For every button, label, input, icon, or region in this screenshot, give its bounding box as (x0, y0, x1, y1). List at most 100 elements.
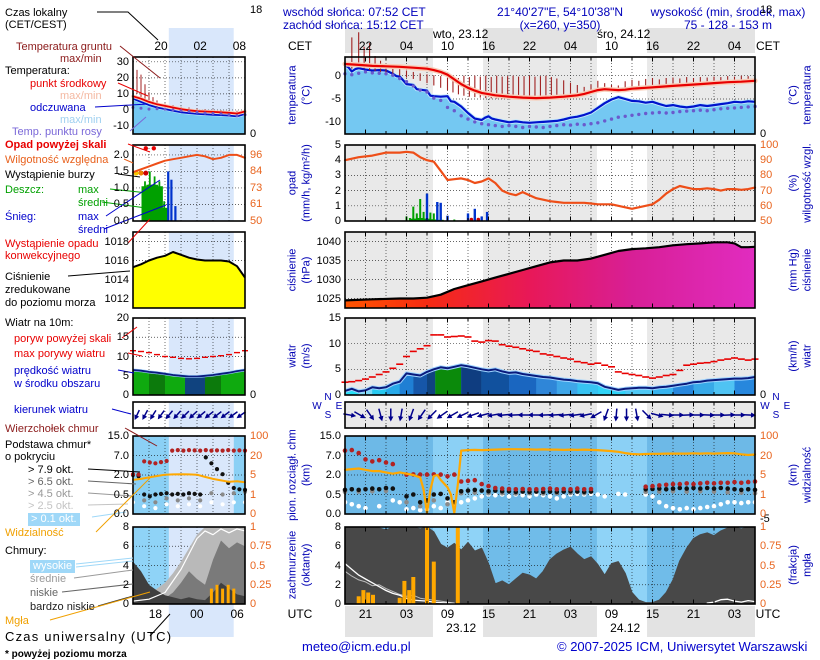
tick-temp-main-right: 0 (760, 128, 767, 140)
tick-wiatr-main-right: 18 (760, 4, 773, 16)
legend-temperature: Temperatura: (5, 65, 70, 77)
tick-wiatr-mini-right: 18 (250, 4, 263, 16)
legend-ground-temp-range: max/min (60, 53, 102, 65)
axis-title: ciśnienie (801, 248, 814, 292)
tick-temp-main-left: 0 (334, 69, 341, 82)
tick-podstawa-main-left: 7.0 (325, 449, 341, 462)
legend-clouds-mid: średnie (30, 573, 67, 585)
tick-opad-mini-right: 73 (250, 181, 263, 194)
tick-podstawa-main-left: 0.0 (325, 508, 341, 520)
axis-title: wilgotność wzgl. (801, 143, 814, 223)
axis-title: temperatura (801, 65, 814, 125)
cet-tick: 10 (440, 39, 455, 53)
tick-zachmurzenie-mini-right: 0.25 (250, 578, 272, 591)
tick-temp-mini-left: 20 (116, 71, 129, 84)
tick-wiatr-mini-right: 0 (250, 389, 257, 401)
tick-temp-mini-right: 0 (250, 128, 257, 140)
tick-podstawa-main-right: 1 (760, 488, 767, 501)
legend-wind-speed-1: prędkość wiatru (14, 365, 92, 377)
compass-s: S (772, 410, 780, 421)
axis-title: (hPa) (300, 256, 313, 284)
mini-utc-tick: 00 (190, 607, 204, 621)
legend-temp-range: max/min (60, 90, 102, 102)
axis-title: ciśnienie (286, 248, 299, 292)
axis-title: mgła (801, 553, 814, 577)
compass-e: E (783, 401, 791, 412)
legend-precip-above-scale: Opad powyżej skali (5, 139, 107, 151)
legend-snow: Śnieg: (5, 211, 37, 223)
legend-rain-avg: średni (78, 197, 108, 209)
legend-visibility: Widzialność (5, 527, 64, 539)
cet-label-left: CET (288, 39, 312, 53)
tick-opad-main-right: 50 (760, 215, 773, 227)
compass-s: S (324, 410, 332, 421)
date-label: 23.12 (446, 621, 477, 635)
contact-email-link[interactable]: meteo@icm.edu.pl (302, 639, 411, 654)
tick-zachmurzenie-mini-right: 1 (250, 521, 257, 533)
grid-xy: (x=260, y=350) (519, 18, 601, 32)
tick-podstawa-mini-right: 100 (250, 430, 269, 442)
tick-opad-main-left: 3 (334, 169, 341, 182)
legend-local-time-zone: (CET/CEST) (5, 19, 67, 31)
legend-rain: Deszcz: (5, 184, 45, 196)
tick-podstawa-main-right: 20 (760, 449, 773, 462)
mini-cet-tick: 02 (193, 39, 207, 53)
day-label: wto, 23.12 (432, 27, 489, 41)
axis-title: (km) (300, 464, 313, 486)
tick-podstawa-mini-left: 0.5 (113, 488, 129, 501)
tick-opad-main-right: 80 (760, 169, 773, 182)
legend-temp-mid: punkt środkowy (30, 78, 107, 90)
tick-podstawa-main-left: 2.0 (325, 469, 341, 481)
tick-podstawa-mini-left: 2.0 (113, 469, 129, 481)
tick-cisnienie-main-left: 1035 (316, 254, 341, 267)
legend-utc: Czas uniwersalny (UTC) (5, 629, 173, 644)
legend-cloud-top: Wierzchołek chmur (5, 423, 99, 435)
legend-wind-dir: kierunek wiatru (14, 404, 88, 416)
cet-tick: 04 (563, 39, 578, 53)
tick-zachmurzenie-mini-right: 0 (250, 598, 257, 610)
legend-gust-above-scale: poryw powyżej skali (14, 333, 112, 345)
tick-wiatr-mini-left: 5 (122, 369, 129, 382)
mini-cet-tick: 08 (232, 39, 247, 53)
legend-fog: Mgła (5, 615, 29, 627)
cet-tick: 22 (358, 39, 373, 53)
sunrise-time: wschód słońca: 07:52 CET (283, 5, 426, 19)
axis-title: (°C) (787, 85, 800, 105)
legend-clouds-low: niskie (30, 587, 59, 599)
tick-podstawa-main-right: 0 (760, 508, 767, 520)
tick-opad-mini-right: 84 (250, 165, 263, 178)
tick-opad-main-left: 1 (334, 199, 341, 212)
legend-pressure-3: do poziomu morza (5, 297, 96, 309)
tick-opad-main-left: 2 (334, 184, 341, 197)
legend-gust-max: max porywy wiatru (14, 348, 106, 360)
utc-tick: 15 (481, 607, 496, 621)
utc-tick: 21 (358, 607, 373, 621)
legend-clouds: Chmury: (5, 545, 47, 557)
tick-wiatr-main-left: 15 (328, 312, 341, 324)
legend-rain-max: max (78, 184, 99, 196)
utc-tick: 09 (440, 607, 455, 621)
tick-opad-main-left: 0 (334, 215, 341, 227)
compass-n: N (772, 392, 780, 403)
tick-cisnienie-mini-left: 1012 (104, 292, 129, 305)
utc-tick: 21 (522, 607, 537, 621)
axis-title: wiatr (801, 344, 814, 368)
legend-convective-2: konwekcyjnego (5, 250, 81, 262)
tick-podstawa-main-left: 0.5 (325, 488, 341, 501)
tick-zachmurzenie-main-left: 2 (334, 578, 341, 591)
tick-wiatr-main-left: 10 (328, 337, 341, 350)
legend-ground-temp: Temperatura gruntu (16, 41, 112, 53)
utc-tick: 21 (686, 607, 701, 621)
tick-zachmurzenie-mini-right: 0.5 (250, 559, 266, 572)
tick-cisnienie-mini-left: 1016 (104, 254, 129, 267)
utc-tick: 15 (645, 607, 660, 621)
legend-snow-avg: średni (78, 224, 108, 236)
tick-opad-mini-left: 1.0 (113, 181, 129, 194)
axis-title: (oktanty) (300, 543, 313, 587)
legend-clouds-high: wysokie (30, 560, 76, 573)
tick-zachmurzenie-main-right: 0.75 (760, 540, 782, 553)
tick-zachmurzenie-main-left: 8 (334, 521, 341, 533)
tick-podstawa-mini-left: 15.0 (107, 430, 129, 442)
tick-opad-main-right: 60 (760, 199, 773, 212)
tick-zachmurzenie-main-right: 0 (760, 598, 767, 610)
